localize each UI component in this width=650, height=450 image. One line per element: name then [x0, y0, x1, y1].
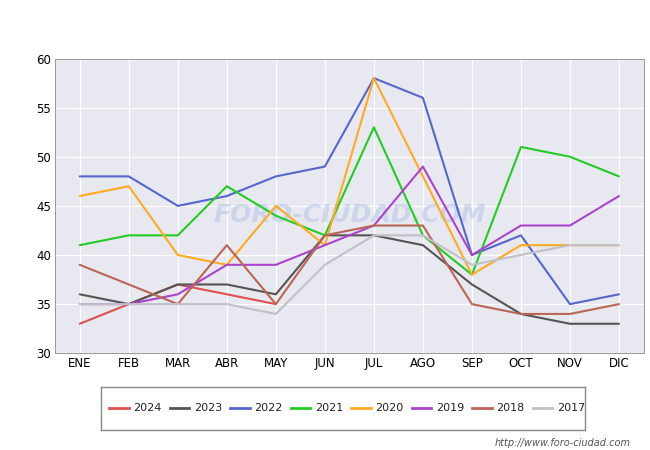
Text: FORO-CIUDAD.COM: FORO-CIUDAD.COM	[213, 202, 486, 227]
Text: 2022: 2022	[255, 403, 283, 414]
Text: 2021: 2021	[315, 403, 343, 414]
Text: http://www.foro-ciudad.com: http://www.foro-ciudad.com	[495, 438, 630, 448]
Text: 2019: 2019	[436, 403, 464, 414]
Text: 2018: 2018	[497, 403, 525, 414]
Text: 2024: 2024	[133, 403, 162, 414]
Text: 2017: 2017	[557, 403, 586, 414]
Text: 2023: 2023	[194, 403, 222, 414]
Text: 2020: 2020	[376, 403, 404, 414]
Text: Afiliados en Torres de Albarracín a 31/5/2024: Afiliados en Torres de Albarracín a 31/5…	[138, 18, 512, 36]
